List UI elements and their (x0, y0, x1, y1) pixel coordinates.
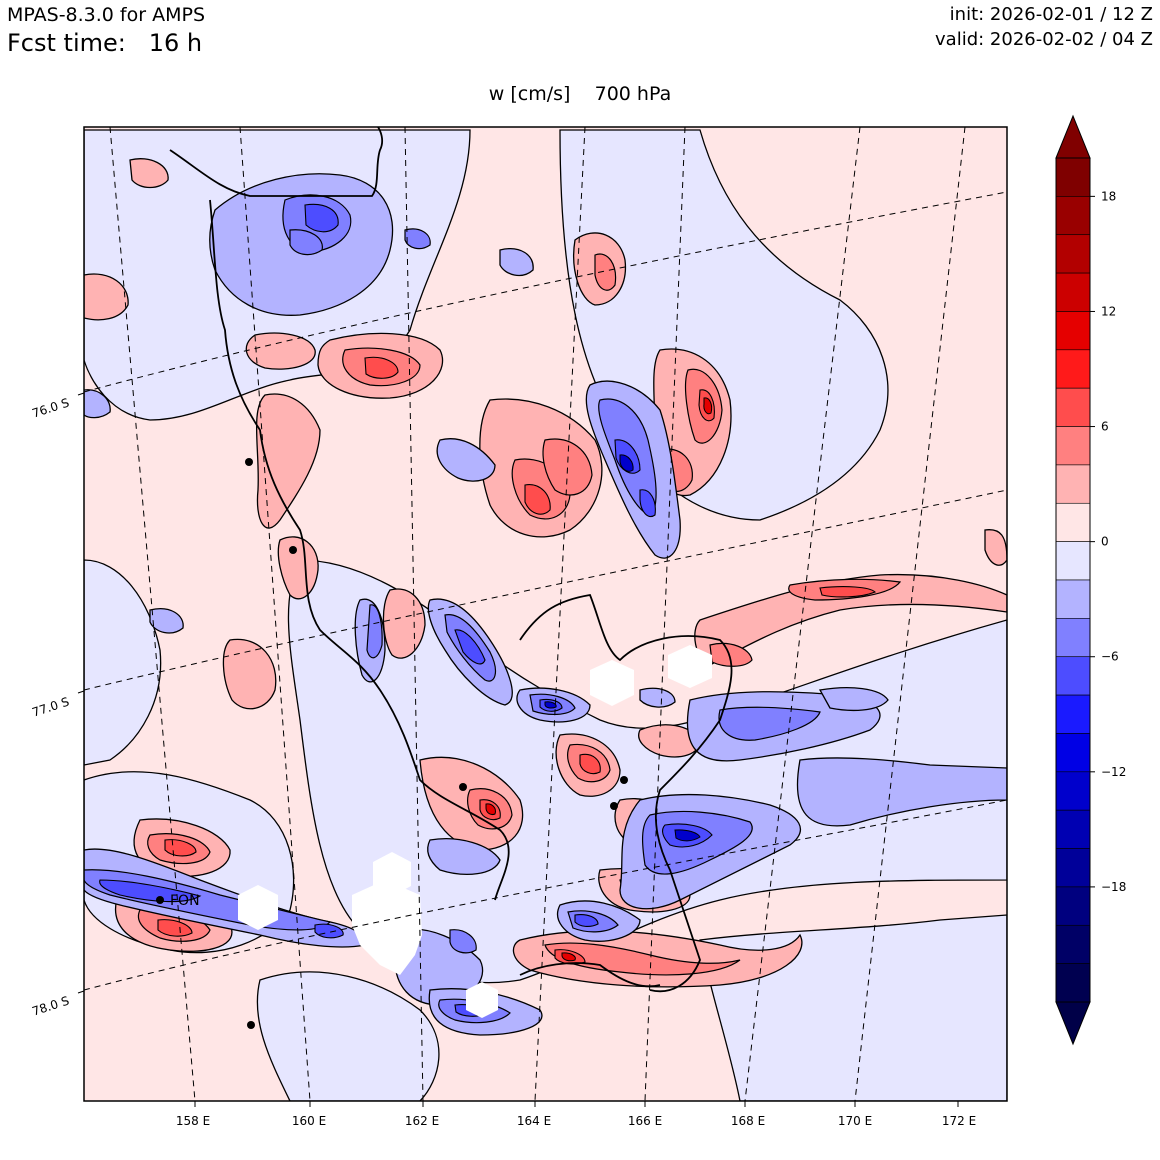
colorbar-swatch (1055, 311, 1091, 351)
map-frame (83, 126, 1008, 1102)
forecast-time: Fcst time: 16 h (7, 29, 202, 57)
colorbar-swatch (1055, 157, 1091, 197)
coastline (169, 127, 733, 993)
lon-tick-label: 160 E (292, 1114, 326, 1128)
lon-tick-label: 172 E (942, 1114, 976, 1128)
lon-tick-label: 162 E (405, 1114, 439, 1128)
colorbar-tick-label: 12 (1101, 304, 1116, 318)
forecast-time-label: Fcst time: (7, 29, 126, 57)
lat-axis (77, 392, 85, 994)
plot-title: w [cm/s] 700 hPa (0, 83, 1160, 105)
station-label-fon: FON (170, 893, 200, 909)
graticule (84, 127, 1007, 1101)
colorbar-swatch (1055, 387, 1091, 427)
map-plot-area (84, 127, 1007, 1101)
init-time: init: 2026-02-01 / 12 Z (949, 4, 1153, 25)
colorbar-swatch (1055, 464, 1091, 504)
lon-axis (194, 1101, 959, 1107)
colorbar-swatch (1055, 349, 1091, 389)
colorbar-swatch (1055, 771, 1091, 811)
lat-tick-label: 78.0 S (30, 994, 71, 1019)
colorbar-swatch (1055, 924, 1091, 964)
model-label: MPAS-8.3.0 for AMPS (7, 4, 206, 26)
lon-tick-label: 164 E (517, 1114, 551, 1128)
colorbar-swatch (1055, 848, 1091, 888)
colorbar-swatch (1055, 579, 1091, 619)
w-field-negative-peak (544, 454, 701, 842)
colorbar-swatch (1055, 886, 1091, 926)
colorbar-tick-label: 18 (1101, 189, 1116, 203)
plot-title-variable: w [cm/s] (488, 83, 571, 105)
colorbar-swatch (1055, 618, 1091, 658)
colorbar-extend-top (1055, 114, 1091, 159)
colorbar-tick-label: 6 (1101, 420, 1109, 434)
colorbar-swatch (1055, 733, 1091, 773)
colorbar-swatch (1055, 502, 1091, 542)
lon-tick-label: 166 E (628, 1114, 662, 1128)
lon-tick-label: 170 E (838, 1114, 872, 1128)
forecast-time-value: 16 h (148, 29, 203, 57)
terrain-mask (238, 645, 712, 1018)
colorbar-swatch (1055, 656, 1091, 696)
lat-tick-label: 77.0 S (30, 695, 71, 720)
colorbar: 18 12 6 0 −6 −12 −18 (1055, 114, 1126, 1046)
colorbar-swatch (1055, 541, 1091, 581)
colorbar-extend-bottom (1055, 1001, 1091, 1046)
colorbar-swatch (1055, 426, 1091, 466)
colorbar-swatch (1055, 809, 1091, 849)
colorbar-tick-label: −18 (1101, 880, 1126, 894)
colorbar-swatch (1055, 694, 1091, 734)
lat-tick-label: 76.0 S (30, 396, 71, 421)
lon-tick-label: 168 E (731, 1114, 765, 1128)
station-markers (156, 458, 628, 1029)
valid-time: valid: 2026-02-02 / 04 Z (935, 29, 1153, 50)
colorbar-swatch (1055, 963, 1091, 1003)
colorbar-tick-label: 0 (1101, 535, 1109, 549)
colorbar-swatch (1055, 272, 1091, 312)
colorbar-frame (1055, 157, 1091, 1003)
colorbar-swatch (1055, 234, 1091, 274)
colorbar-tick-label: −12 (1101, 765, 1126, 779)
plot-title-level: 700 hPa (594, 83, 672, 105)
lon-tick-label: 158 E (176, 1114, 210, 1128)
colorbar-swatch (1055, 196, 1091, 236)
colorbar-tick-label: −6 (1101, 650, 1119, 664)
